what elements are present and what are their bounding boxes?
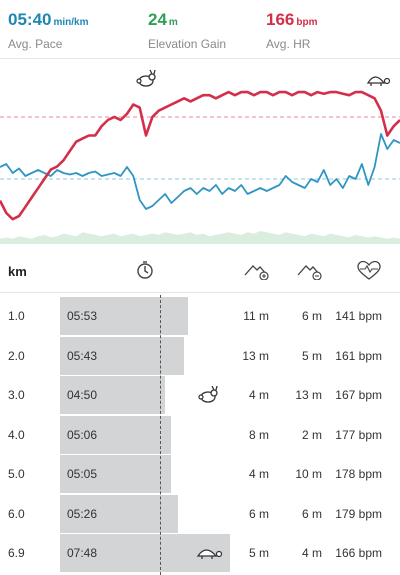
hr-series-line — [0, 90, 400, 221]
split-row[interactable]: 6.9 07:48 5 m 4 m 166 bpm — [0, 534, 400, 573]
split-pace: 05:53 — [67, 309, 98, 323]
split-km: 6.9 — [8, 546, 25, 560]
split-ascent: 5 m — [248, 546, 269, 560]
chart-canvas — [0, 69, 400, 244]
elevation-unit: m — [168, 17, 178, 28]
split-ascent: 4 m — [248, 388, 269, 402]
split-hr: 166 bpm — [335, 546, 382, 560]
pace-bar — [60, 494, 178, 533]
split-km: 1.0 — [8, 309, 25, 323]
pace-label: Avg. Pace — [8, 37, 63, 51]
pace-unit: min/km — [53, 17, 89, 28]
turtle-icon — [196, 544, 223, 567]
split-hr: 178 bpm — [335, 467, 382, 481]
heart-rate-icon — [357, 260, 381, 287]
pace-stat: 05:40 min/km Avg. Pace — [8, 10, 89, 51]
split-km: 2.0 — [8, 348, 25, 363]
split-row[interactable]: 1.0 05:53 11 m 6 m 141 bpm — [0, 297, 400, 336]
hr-stat: 166 bpm Avg. HR — [266, 10, 317, 51]
header-divider — [0, 58, 400, 59]
hr-value-line: 166 bpm — [266, 10, 317, 33]
split-pace: 07:48 — [67, 546, 98, 560]
split-descent: 4 m — [301, 546, 322, 560]
split-descent: 6 m — [301, 309, 322, 323]
split-row[interactable]: 4.0 05:06 8 m 2 m 177 bpm — [0, 415, 400, 455]
pace-bar — [60, 297, 188, 335]
split-ascent: 13 m — [242, 348, 269, 363]
km-column-header: km — [8, 264, 27, 279]
split-ascent: 8 m — [248, 427, 269, 442]
split-pace: 05:43 — [67, 348, 98, 363]
elevation-value: 24 — [148, 10, 167, 29]
split-row[interactable]: 2.0 05:43 13 m 5 m 161 bpm — [0, 336, 400, 376]
split-pace: 04:50 — [67, 388, 98, 402]
elevation-label: Elevation Gain — [148, 37, 227, 51]
split-hr: 177 bpm — [335, 427, 382, 442]
split-pace: 05:05 — [67, 467, 98, 481]
ascent-icon — [244, 260, 270, 285]
split-descent: 5 m — [301, 348, 322, 363]
hr-value: 166 — [266, 10, 295, 29]
elevation-value-line: 24 m — [148, 10, 226, 33]
elevation-area — [0, 231, 400, 244]
summary-stats: 05:40 min/km Avg. Pace 24 m Elevation Gain… — [0, 0, 400, 56]
pace-bar — [60, 336, 184, 375]
pace-bar — [60, 415, 171, 454]
split-pace: 05:26 — [67, 506, 98, 521]
pace-value: 05:40 — [8, 10, 52, 29]
split-descent: 2 m — [301, 427, 322, 442]
split-ascent: 6 m — [248, 506, 269, 521]
split-ascent: 11 m — [243, 309, 269, 323]
split-pace: 05:06 — [67, 427, 98, 442]
split-hr: 141 bpm — [335, 309, 382, 323]
split-descent: 6 m — [301, 506, 322, 521]
pace-series-line — [0, 133, 400, 210]
stopwatch-icon — [136, 260, 154, 285]
split-hr: 179 bpm — [335, 506, 382, 521]
split-ascent: 4 m — [248, 467, 269, 481]
split-hr: 167 bpm — [335, 388, 382, 402]
descent-icon — [297, 260, 323, 285]
split-hr: 161 bpm — [335, 348, 382, 363]
rabbit-icon — [198, 385, 220, 409]
rabbit-icon — [136, 69, 156, 87]
average-pace-line — [160, 295, 161, 575]
hr-unit: bpm — [296, 17, 318, 28]
run-chart[interactable] — [0, 59, 400, 244]
split-km: 6.0 — [8, 506, 25, 521]
hr-label: Avg. HR — [266, 37, 311, 51]
split-km: 4.0 — [8, 427, 25, 442]
split-descent: 13 m — [295, 388, 322, 402]
split-row[interactable]: 6.0 05:26 6 m 6 m 179 bpm — [0, 494, 400, 534]
splits-header: km — [0, 248, 400, 293]
pace-value-line: 05:40 min/km — [8, 10, 89, 33]
split-descent: 10 m — [295, 467, 322, 481]
pace-bar — [60, 376, 165, 414]
split-km: 5.0 — [8, 467, 25, 481]
split-row[interactable]: 5.0 05:05 4 m 10 m 178 bpm — [0, 455, 400, 494]
split-km: 3.0 — [8, 388, 25, 402]
split-row[interactable]: 3.0 04:50 4 m 13 m 167 bpm — [0, 376, 400, 415]
pace-bar — [60, 455, 171, 493]
elevation-stat: 24 m Elevation Gain — [148, 10, 226, 51]
turtle-icon — [366, 76, 391, 86]
